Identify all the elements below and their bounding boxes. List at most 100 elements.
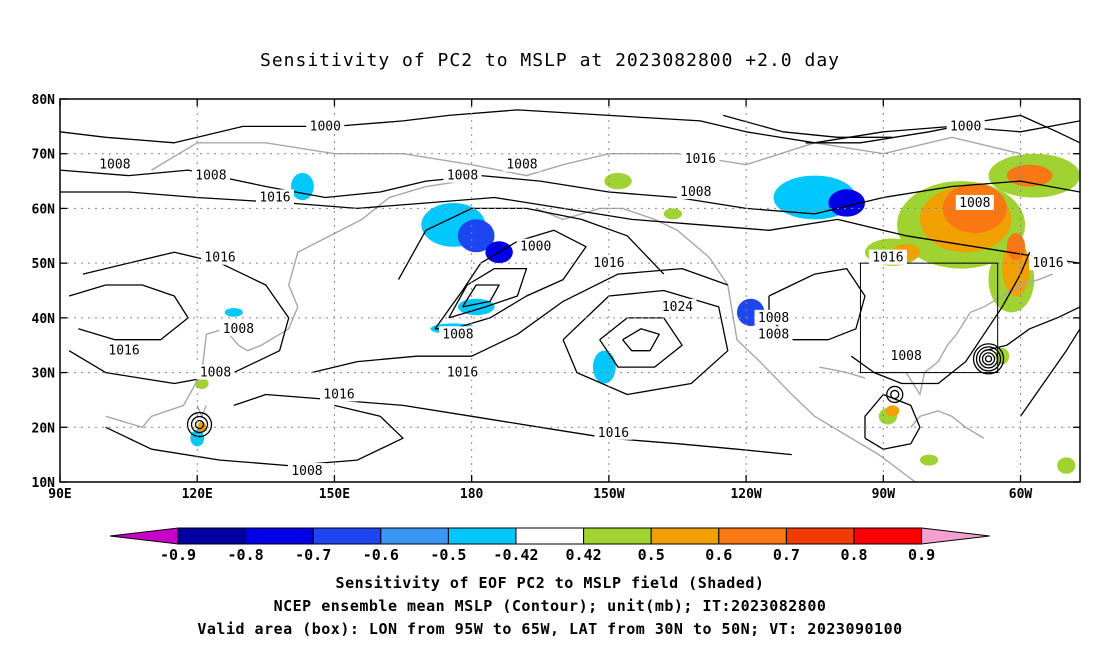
isobar-contour [850,251,1031,385]
contour-label-bg [443,364,482,380]
isobar-contour [562,289,729,396]
colorbar-swatch [245,527,314,545]
sensitivity-patch [592,350,616,384]
contour-label: 1008 [200,366,231,381]
contour-label: 1000 [950,119,981,134]
lat-tick-label: 80N [32,93,56,108]
colorbar-swatch [177,527,247,545]
coastline [151,136,1021,177]
lat-tick-label: 60N [32,202,56,217]
lat-tick-label: 70N [32,148,56,163]
contour-label-bg [589,255,628,271]
contour-label: 1016 [685,152,716,167]
sensitivity-patch [194,378,209,389]
colorbar-label: 0.6 [705,546,732,564]
sensitivity-patch [828,189,866,217]
coastline [535,207,916,482]
sensitivity-patch [885,405,900,417]
contour-label: 1016 [872,251,903,266]
contour-label-bg [955,194,994,210]
isobar-contour [1019,328,1080,417]
sensitivity-patch [1057,457,1076,474]
contour-label: 1008 [442,327,473,342]
contour-label: 1000 [520,240,551,255]
contour-label: 1000 [310,119,341,134]
lat-tick-label: 20N [32,421,56,436]
colorbar-label: -0.9 [160,546,196,564]
coastline [105,180,463,429]
colorbar-label: 0.9 [908,546,935,564]
isobar-contour [434,229,587,330]
low-pressure-contour [890,389,900,400]
colorbar-label: -0.6 [363,546,399,564]
contour-label: 1016 [1032,256,1063,271]
contour-label: 1016 [259,190,290,205]
contour-label-bg [754,326,793,342]
contour-label: 1008 [959,196,990,211]
contour-label: 1008 [223,322,254,337]
lat-tick-label: 30N [32,367,56,382]
low-pressure-contour [190,415,209,434]
low-pressure-contour [984,355,993,363]
valid-area-box [859,262,999,374]
sensitivity-patch [1006,233,1026,261]
contour-label-bg [516,238,555,254]
coastline [910,410,985,439]
contour-label: 1016 [447,366,478,381]
lon-tick-label: 180 [460,487,484,502]
contour-label-bg [1028,255,1067,271]
coastline [819,366,866,379]
sensitivity-patch [663,208,683,220]
contour-label-bg [320,386,359,402]
contour-label: 1008 [99,158,130,173]
contour-label: 1008 [291,464,322,479]
lon-tick-label: 120E [182,487,213,502]
contour-label-bg [201,249,240,265]
lon-tick-label: 150W [593,487,624,502]
contour-label-bg [681,151,720,167]
isobar-contour [448,267,528,319]
map-frame [59,98,1081,483]
isobar-contour [60,191,1080,264]
contour-label-bg [95,156,134,172]
colorbar-label: 0.7 [773,546,800,564]
low-pressure-contour [186,411,213,438]
footer-line-valid-area: Valid area (box): LON from 95W to 65W, L… [197,620,903,638]
colorbar-swatch [312,527,382,545]
isobar-contour [983,306,1080,352]
contour-label-bg [196,364,235,380]
isobar-contour [622,328,660,352]
plot-title: Sensitivity of PC2 to MSLP at 2023082800… [259,50,840,71]
isobar-contour [723,114,893,138]
colorbar-label: 0.8 [840,546,867,564]
footer-line-contour: NCEP ensemble mean MSLP (Contour); unit(… [273,597,827,615]
contour-label-bg [287,463,326,479]
colorbar-swatch [515,527,585,545]
colorbar-swatch [718,527,787,545]
lat-tick-label: 50N [32,257,56,272]
isobar-contour [461,284,500,308]
low-pressure-contour [981,352,996,366]
lon-tick-label: 60W [1009,487,1033,502]
contour-label-bg [754,309,793,325]
contour-label-bg [255,189,294,205]
colorbar-swatch [447,527,517,545]
isobar-contour [397,207,665,280]
contour-label: 1008 [680,185,711,200]
contour-label-bg [438,326,477,342]
colorbar-label: -0.5 [430,546,466,564]
colorbar-label: -0.42 [493,546,538,564]
sensitivity-patch [457,219,495,253]
isobar-contour [60,109,1080,144]
low-pressure-contour [194,419,205,430]
sensitivity-patch [224,308,243,317]
lon-tick-label: 90E [48,487,71,502]
lon-tick-label: 90W [872,487,896,502]
contour-label-bg [658,298,697,314]
sensitivity-patch [919,454,939,466]
contour-label: 1008 [447,169,478,184]
colorbar-end-high [921,527,990,545]
contour-label-bg [219,320,258,336]
colorbar-label: -0.8 [228,546,264,564]
